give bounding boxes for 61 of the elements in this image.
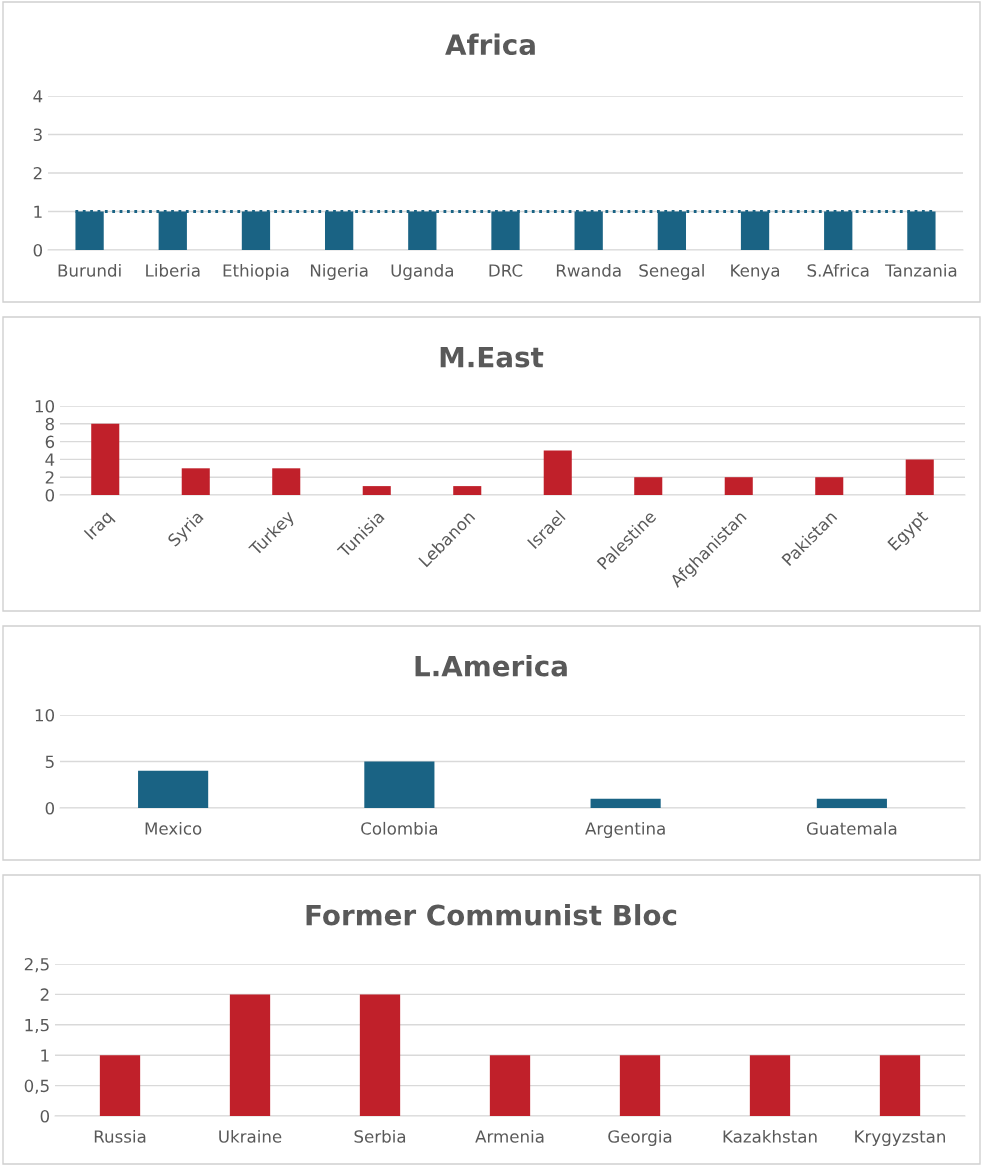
y-tick-label: 10	[35, 399, 55, 413]
y-tick-label: 0	[45, 801, 55, 815]
bar	[138, 770, 209, 808]
y-tick-label: 8	[45, 417, 54, 431]
x-tick-label: Kenya	[731, 264, 780, 281]
bar	[905, 459, 934, 495]
x-tick-label: Senegal	[639, 263, 704, 281]
y-tick-label: 1	[41, 1049, 49, 1062]
bar	[815, 477, 844, 495]
x-tick-label: Armenia	[475, 1129, 544, 1143]
bar	[634, 477, 663, 495]
y-tick-label: 4	[45, 453, 55, 466]
y-tick-label: 6	[45, 435, 55, 449]
x-tick-label: Colombia	[361, 821, 438, 835]
y-tick-label: 2	[45, 471, 54, 484]
y-tick-label: 2	[33, 166, 42, 180]
x-tick-label: DRC	[489, 264, 523, 277]
x-tick-label: Mexico	[145, 821, 202, 835]
x-tick-label: S.Africa	[807, 263, 869, 277]
y-tick-label: 1	[34, 205, 42, 218]
chart-title: M.East	[440, 346, 544, 368]
x-tick-label: Nigeria	[310, 263, 368, 281]
bar	[272, 468, 301, 495]
y-tick-label: 0	[45, 488, 55, 502]
x-tick-label: Burundi	[58, 263, 121, 277]
bar	[91, 423, 120, 495]
chart-title: L.America	[415, 655, 567, 677]
chart-title: Former Communist Bloc	[306, 904, 677, 926]
x-tick-label: Ethiopia	[223, 263, 289, 281]
y-tick-label: 0,5	[24, 1079, 49, 1094]
y-tick-label: 5	[45, 755, 54, 769]
y-tick-label: 1,5	[25, 1018, 49, 1034]
x-tick-label: Argentina	[585, 821, 665, 839]
x-tick-label: Iraq	[83, 510, 116, 543]
x-tick-label: Ukraine	[219, 1129, 282, 1143]
x-tick-label: Tanzania	[885, 263, 957, 277]
x-tick-label: Serbia	[354, 1129, 406, 1143]
x-tick-label: Kazakhstan	[723, 1129, 817, 1143]
bar	[453, 486, 482, 495]
bar	[362, 486, 391, 495]
bar	[543, 450, 572, 495]
y-tick-label: 3	[33, 128, 42, 142]
x-tick-label: Krygyzstan	[855, 1130, 945, 1147]
x-tick-label: Liberia	[146, 263, 200, 277]
chart-title: Africa	[445, 33, 535, 56]
bar	[181, 468, 210, 495]
y-tick-label: 2,5	[24, 957, 49, 973]
y-tick-label: 0	[40, 1109, 50, 1123]
y-tick-label: 2	[40, 988, 49, 1001]
bar	[724, 477, 753, 495]
x-tick-label: Russia	[94, 1129, 146, 1143]
y-tick-label: 10	[35, 708, 55, 722]
bar	[364, 761, 435, 808]
x-tick-label: Uganda	[391, 263, 453, 281]
x-tick-label: Georgia	[608, 1129, 672, 1147]
x-tick-label: Guatemala	[806, 821, 897, 835]
bar	[590, 798, 661, 808]
y-tick-label: 0	[33, 243, 43, 257]
bar	[816, 798, 887, 808]
x-tick-label: Rwanda	[556, 263, 621, 277]
y-tick-label: 4	[33, 90, 43, 103]
